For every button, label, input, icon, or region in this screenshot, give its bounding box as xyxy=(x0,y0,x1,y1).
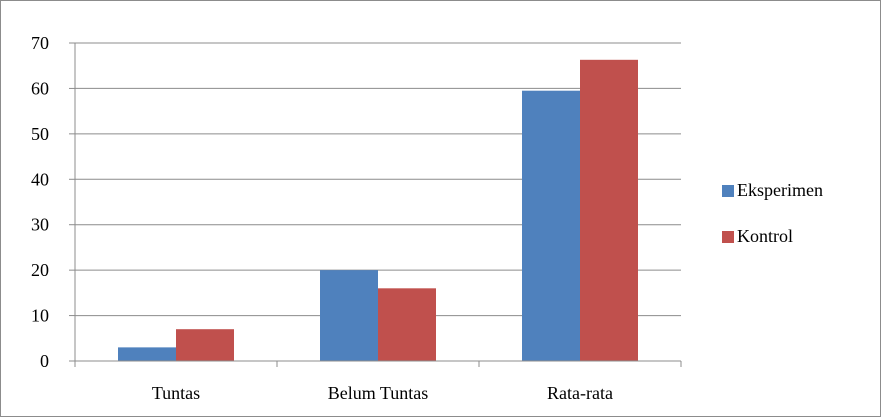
legend-label: Eksperimen xyxy=(737,180,823,200)
y-tick-label: 20 xyxy=(31,260,49,280)
y-tick-label: 30 xyxy=(31,215,49,235)
y-tick-label: 40 xyxy=(31,169,49,189)
y-axis-ticks: 0 10 20 30 40 50 60 70 xyxy=(31,33,49,371)
x-category-label: Belum Tuntas xyxy=(328,383,429,403)
y-tick-label: 50 xyxy=(31,124,49,144)
bar-eksperimen xyxy=(320,270,378,361)
bar-kontrol xyxy=(580,59,638,362)
bars xyxy=(118,59,638,362)
legend-swatch-eksperimen xyxy=(722,185,734,197)
bar-eksperimen xyxy=(522,90,580,361)
legend-label: Kontrol xyxy=(737,226,793,246)
x-category-label: Rata-rata xyxy=(547,383,613,403)
y-tick-label: 0 xyxy=(40,351,49,371)
legend-swatch-kontrol xyxy=(722,231,734,243)
x-category-label: Tuntas xyxy=(152,383,200,403)
y-tick-label: 10 xyxy=(31,306,49,326)
bar-eksperimen xyxy=(118,347,176,361)
bar-kontrol xyxy=(378,288,436,361)
bar-kontrol xyxy=(176,329,234,361)
legend: Eksperimen Kontrol xyxy=(722,180,823,246)
axes xyxy=(69,42,682,367)
y-tick-label: 70 xyxy=(31,33,49,53)
y-tick-label: 60 xyxy=(31,78,49,98)
x-axis-labels: Tuntas Belum Tuntas Rata-rata xyxy=(152,383,613,403)
